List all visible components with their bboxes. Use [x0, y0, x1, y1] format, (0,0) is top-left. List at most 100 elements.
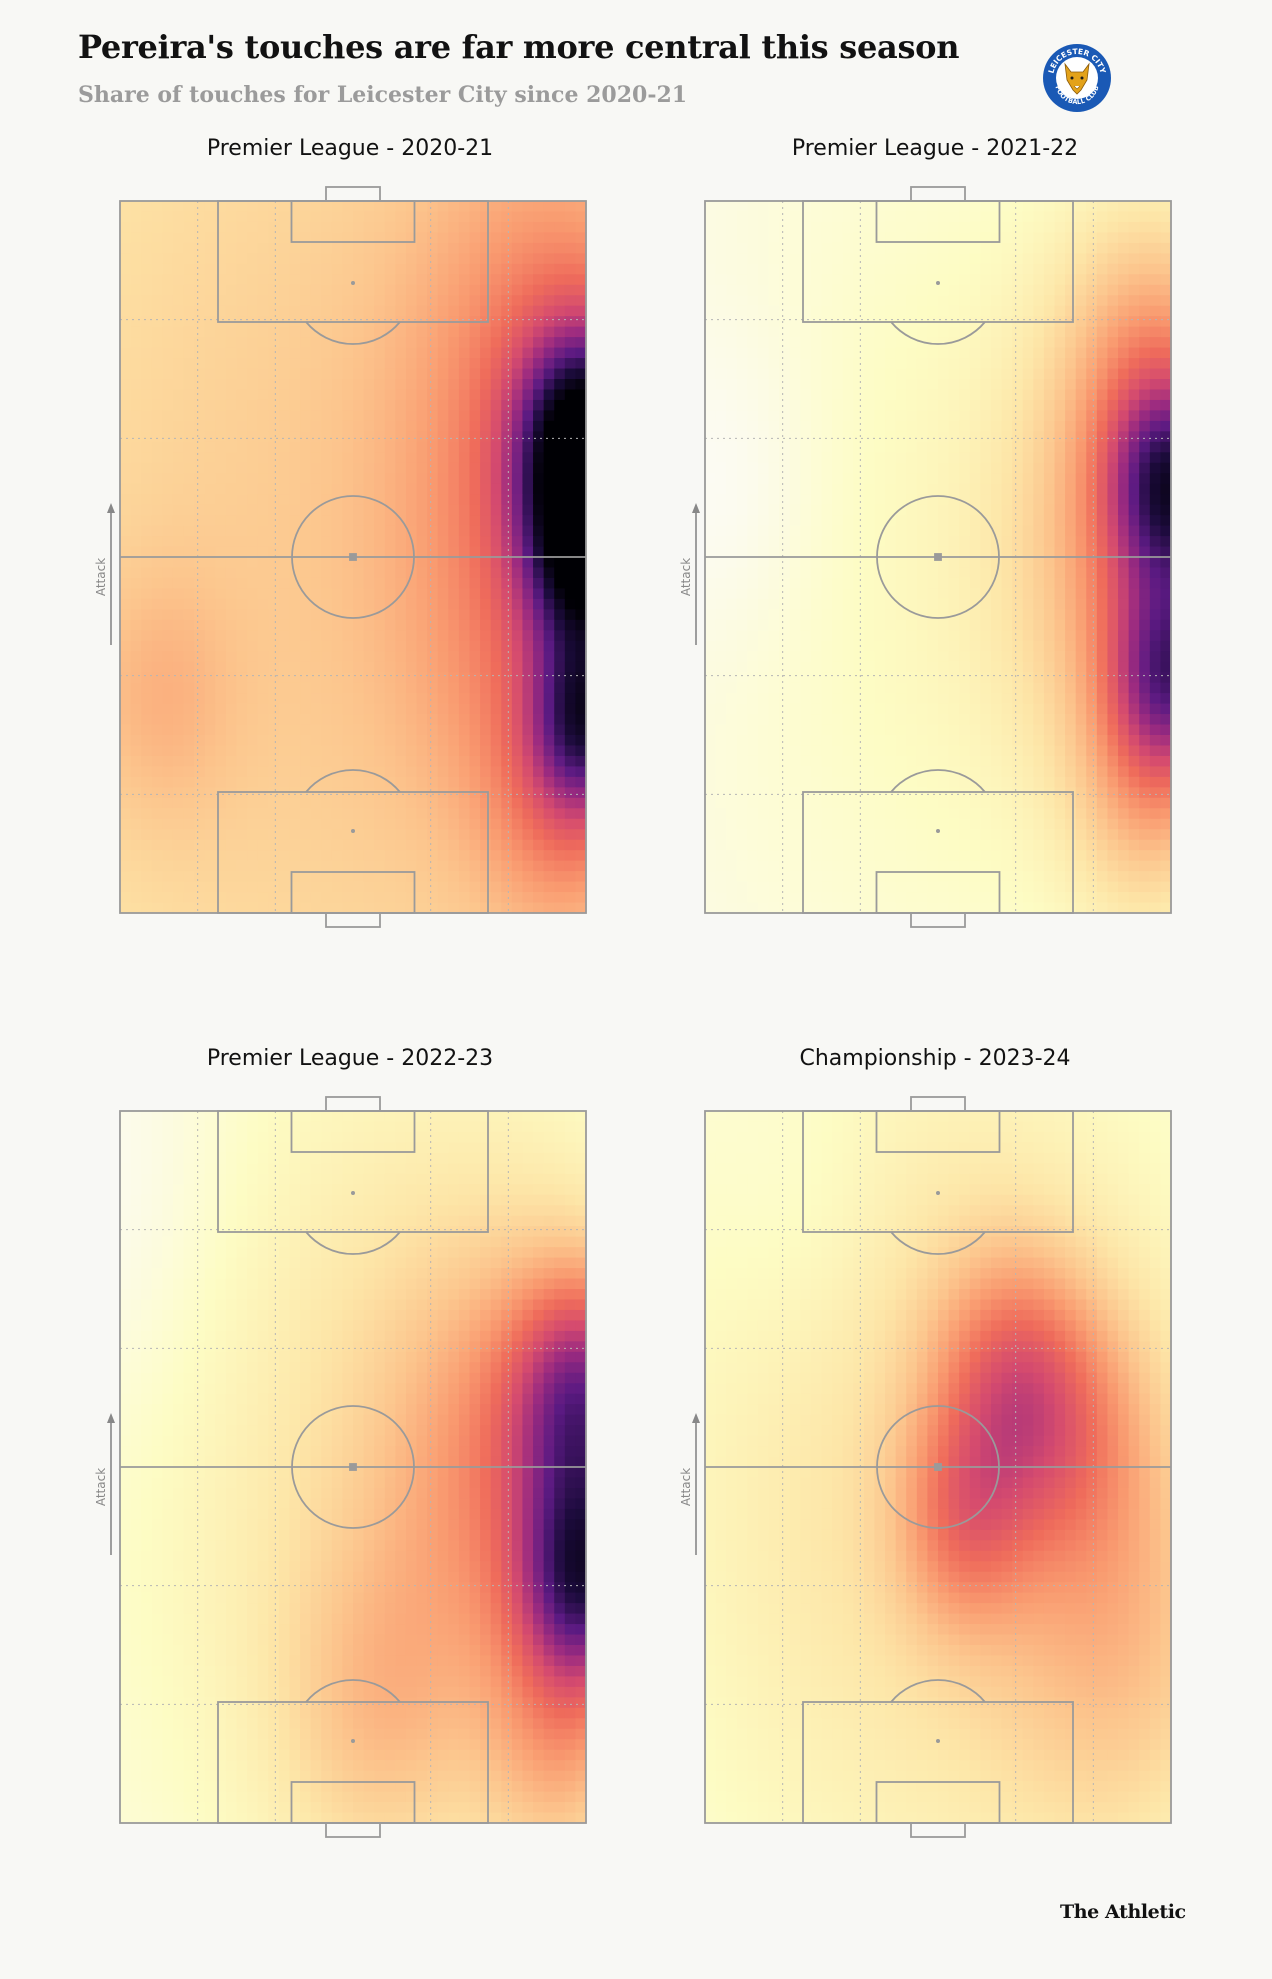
- heat-cell: [543, 609, 555, 621]
- heat-cell: [342, 337, 354, 349]
- heat-cell: [141, 703, 153, 715]
- heat-cell: [194, 682, 206, 694]
- heat-cell: [342, 598, 354, 610]
- heat-cell: [543, 389, 555, 401]
- heat-cell: [705, 630, 717, 642]
- heat-cell: [1160, 305, 1172, 317]
- heat-cell: [437, 462, 449, 474]
- heat-cell: [448, 263, 460, 275]
- heat-cell: [874, 441, 886, 453]
- heat-cell: [204, 902, 216, 914]
- heat-cell: [289, 871, 301, 883]
- heat-cell: [1054, 347, 1066, 359]
- heat-cell: [1128, 253, 1140, 265]
- heat-cell: [331, 588, 344, 600]
- heat-cell: [257, 337, 269, 349]
- heat-cell: [289, 797, 301, 809]
- heat-cell: [120, 326, 132, 338]
- heat-cell: [194, 755, 206, 768]
- heat-cell: [705, 619, 717, 631]
- heat-cell: [554, 337, 566, 349]
- heat-cell: [715, 609, 727, 621]
- heat-cell: [959, 337, 971, 349]
- heat-cell: [162, 473, 174, 485]
- heat-cell: [916, 201, 929, 213]
- heat-cell: [257, 672, 269, 684]
- heat-cell: [768, 557, 780, 569]
- heat-cell: [1043, 567, 1056, 579]
- heat-cell: [554, 316, 566, 328]
- heat-cells: [705, 201, 1172, 914]
- heat-cell: [342, 253, 354, 265]
- heat-cell: [374, 850, 386, 862]
- heat-cell: [247, 201, 259, 213]
- heat-cell: [779, 253, 791, 265]
- heat-cell: [863, 211, 876, 223]
- heat-cell: [938, 368, 950, 380]
- heat-cell: [1118, 263, 1130, 275]
- heat-cell: [832, 525, 844, 537]
- heat-cell: [289, 850, 301, 862]
- heat-cell: [490, 253, 502, 265]
- heat-cell: [310, 211, 322, 223]
- heat-cell: [874, 651, 886, 663]
- attack-label: Attack: [94, 558, 108, 596]
- heat-cell: [789, 651, 801, 663]
- heat-cell: [321, 839, 333, 851]
- heat-cell: [278, 263, 291, 275]
- heat-cell: [289, 431, 301, 443]
- heat-cell: [300, 745, 312, 757]
- heat-cell: [183, 651, 195, 663]
- heat-cell: [278, 797, 291, 809]
- heat-cell: [300, 577, 312, 590]
- heat-cell: [194, 703, 206, 715]
- heat-cell: [1012, 274, 1024, 286]
- heat-cell: [980, 452, 992, 464]
- heat-cell: [405, 504, 418, 516]
- heat-cell: [141, 232, 153, 244]
- heat-cell: [130, 577, 142, 590]
- heat-cell: [1012, 462, 1024, 474]
- heat-cell: [384, 525, 396, 537]
- heat-cell: [821, 284, 833, 296]
- heat-cell: [257, 305, 269, 317]
- heat-cell: [130, 284, 142, 296]
- heat-cell: [832, 253, 844, 265]
- heat-cell: [141, 504, 153, 516]
- heat-cell: [151, 536, 163, 548]
- heat-cell: [789, 253, 801, 265]
- heat-cell: [736, 326, 748, 338]
- heat-cell: [938, 326, 950, 338]
- heat-cell: [768, 630, 780, 642]
- heat-cell: [1086, 598, 1098, 610]
- heat-cell: [448, 766, 460, 778]
- heat-cell: [832, 389, 844, 401]
- heat-cell: [564, 399, 577, 412]
- heat-cell: [1139, 316, 1151, 328]
- heat-cell: [511, 473, 524, 485]
- heat-cell: [1033, 567, 1045, 579]
- heat-cell: [405, 284, 418, 296]
- heat-cell: [927, 651, 939, 663]
- heat-cell: [384, 682, 396, 694]
- heat-cell: [120, 714, 132, 726]
- heat-cell: [938, 284, 950, 296]
- heat-cell: [533, 787, 545, 799]
- heat-cell: [342, 818, 354, 830]
- heat-cell: [247, 431, 259, 443]
- heat-cell: [715, 368, 727, 380]
- heat-cell: [130, 462, 142, 474]
- heat-cell: [448, 829, 460, 841]
- heat-cell: [511, 818, 524, 830]
- heat-cell: [480, 661, 492, 673]
- heat-cell: [543, 850, 555, 862]
- heat-cell: [257, 242, 269, 254]
- heat-cell: [395, 483, 407, 495]
- heat-cell: [1160, 253, 1172, 265]
- heat-cell: [1054, 494, 1066, 506]
- heat-cell: [938, 221, 950, 234]
- heat-cell: [151, 221, 163, 234]
- heat-cell: [501, 316, 513, 328]
- heat-cell: [427, 546, 439, 558]
- heat-cell: [374, 546, 386, 558]
